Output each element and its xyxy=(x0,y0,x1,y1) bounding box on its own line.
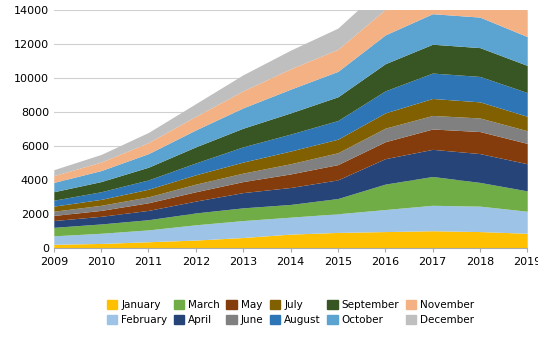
Legend: January, February, March, April, May, June, July, August, September, October, No: January, February, March, April, May, Ju… xyxy=(103,295,478,329)
